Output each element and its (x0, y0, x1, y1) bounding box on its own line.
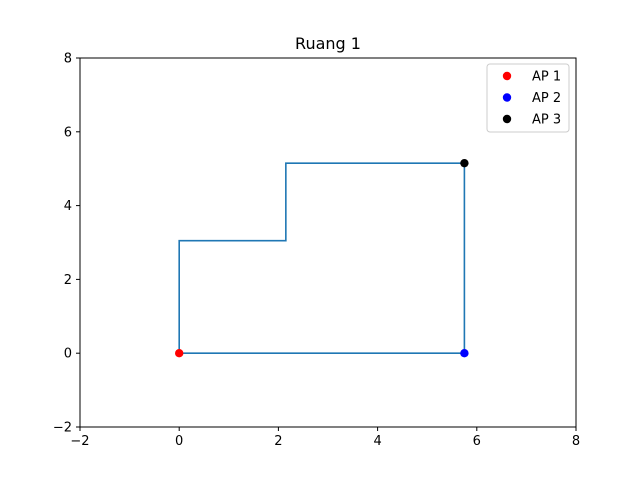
x-tick-label: −2 (70, 434, 89, 449)
x-tick-label: 8 (572, 434, 580, 449)
y-tick-label: 0 (64, 347, 72, 362)
room-outline-line (178, 162, 466, 355)
y-tick-label: 8 (64, 52, 72, 67)
legend: AP 1 AP 2 AP 3 (486, 63, 570, 133)
legend-label-ap-2: AP 2 (532, 91, 561, 106)
legend-marker-ap-1 (502, 71, 512, 81)
y-tick-label: −2 (53, 421, 72, 436)
ap-1-point (175, 349, 184, 358)
y-tick-label: 4 (64, 199, 72, 214)
ap-2-point (460, 349, 469, 358)
legend-marker-ap-2 (502, 93, 512, 102)
legend-label-ap-3: AP 3 (532, 113, 561, 128)
axes-frame (79, 57, 577, 428)
x-tick-label: 4 (373, 434, 381, 449)
legend-label-ap-1: AP 1 (532, 70, 561, 85)
plot-content (175, 158, 469, 358)
legend-marker-ap-3 (502, 114, 512, 124)
x-tick-label: 0 (175, 434, 183, 449)
x-tick-label: 6 (473, 434, 481, 449)
chart-title: Ruang 1 (295, 34, 361, 53)
y-axis: −2 0 2 4 6 8 (53, 52, 80, 436)
y-tick-label: 6 (64, 125, 72, 140)
y-tick-label: 2 (64, 273, 72, 288)
ap-3-point (460, 158, 469, 168)
x-tick-label: 2 (274, 434, 282, 449)
x-axis: −2 0 2 4 6 8 (70, 427, 580, 449)
